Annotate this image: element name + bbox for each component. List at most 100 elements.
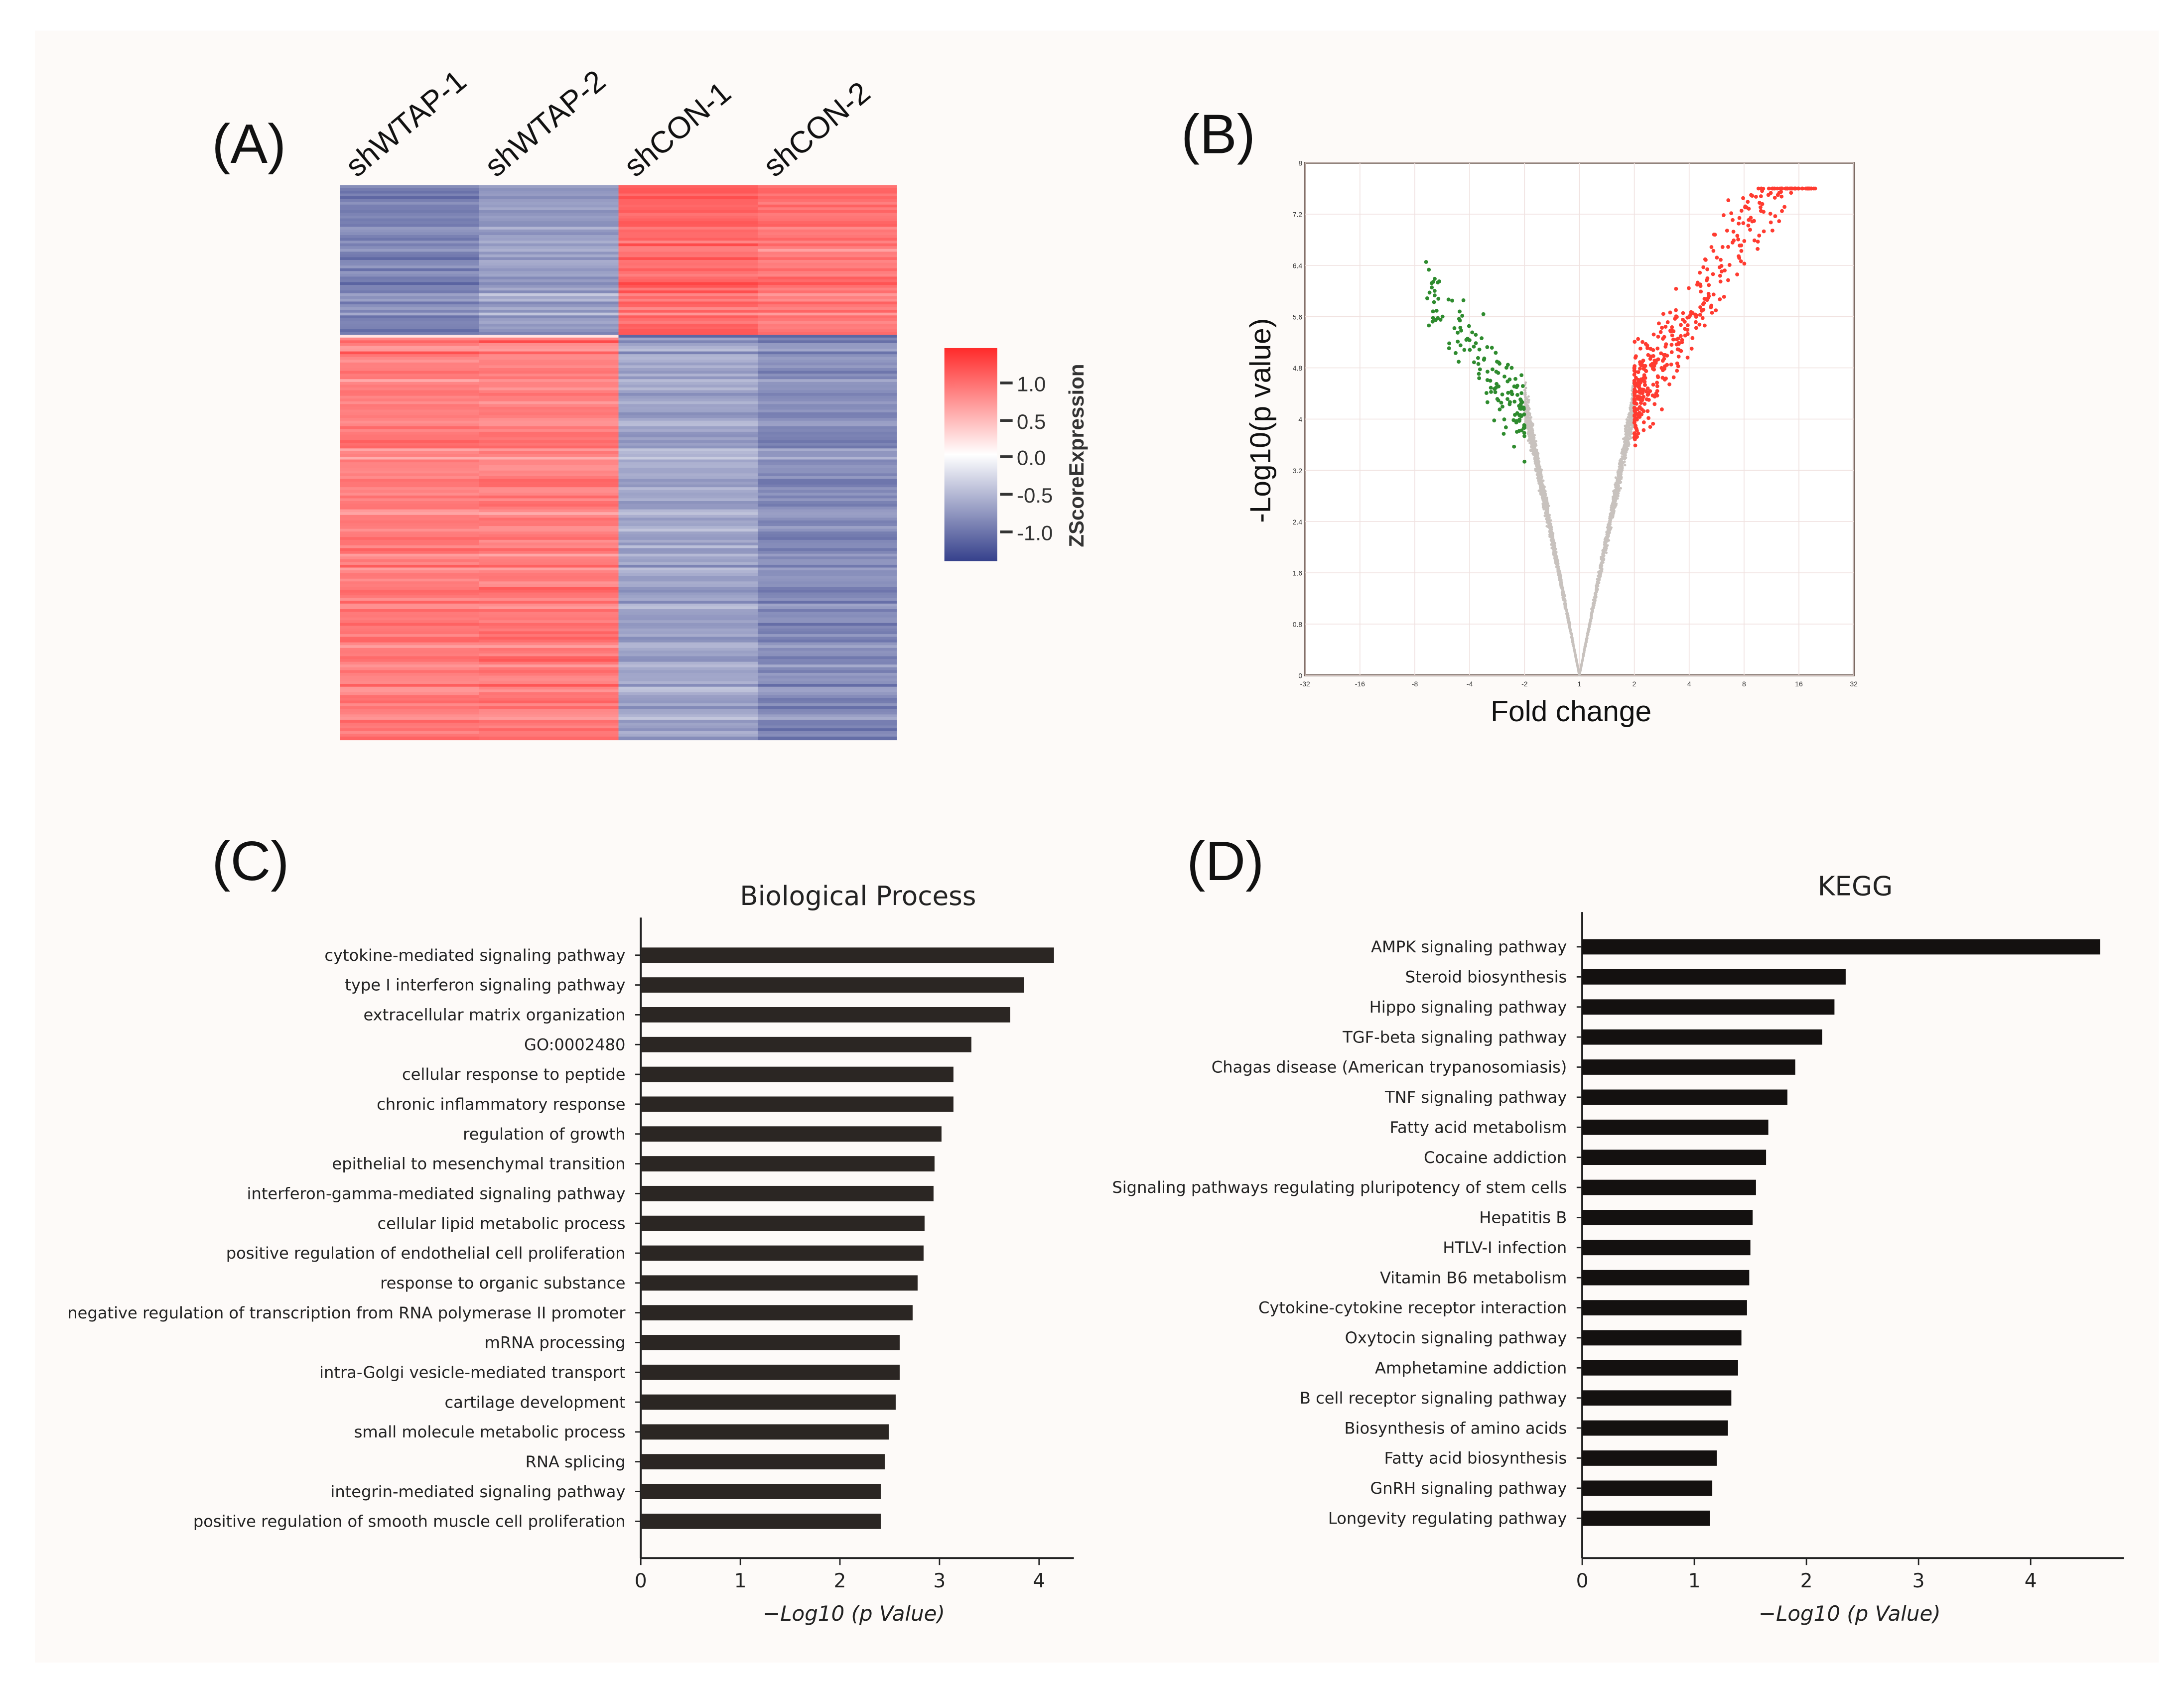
volcano-point-ns <box>1540 475 1543 478</box>
heatmap-cell <box>479 725 619 729</box>
heatmap-cell <box>758 587 897 591</box>
volcano-point-up <box>1759 205 1763 210</box>
volcano-point-up <box>1636 337 1640 341</box>
heatmap-cell <box>340 238 479 242</box>
heatmap-cell <box>758 468 897 472</box>
heatmap-cell <box>479 404 619 408</box>
heatmap-cell <box>758 670 897 674</box>
heatmap-cell <box>758 520 897 524</box>
heatmap-cell <box>479 213 619 217</box>
volcano-point-ns <box>1572 647 1576 650</box>
volcano-point-down <box>1517 404 1521 408</box>
volcano-point-ns <box>1548 526 1551 529</box>
volcano-point-up <box>1683 333 1687 338</box>
bar <box>641 977 1024 993</box>
volcano-point-up <box>1644 397 1649 401</box>
heatmap-cell <box>340 490 479 494</box>
volcano-point-down <box>1476 362 1481 366</box>
heatmap-cell <box>618 335 758 339</box>
volcano-point-ns <box>1542 488 1545 491</box>
heatmap-cell <box>479 254 619 259</box>
volcano-point-ns <box>1545 514 1548 517</box>
volcano-point-up <box>1689 310 1693 314</box>
heatmap-cell <box>618 523 758 527</box>
heatmap-cell <box>758 332 897 336</box>
volcano-point-up <box>1663 325 1668 329</box>
volcano-point-ns <box>1606 539 1609 542</box>
volcano-point-up <box>1783 186 1787 191</box>
heatmap-cell <box>340 221 479 225</box>
heatmap-cell <box>618 609 758 613</box>
volcano-point-up <box>1633 443 1638 448</box>
volcano-point-up <box>1662 357 1666 361</box>
heatmap-cell <box>479 656 619 660</box>
heatmap-cell <box>340 273 479 278</box>
heatmap-cell <box>618 689 758 693</box>
heatmap-cell <box>618 504 758 508</box>
volcano-point-down <box>1460 314 1465 318</box>
heatmap-cell <box>758 204 897 208</box>
volcano-point-up <box>1689 347 1694 351</box>
heatmap-cell <box>618 473 758 477</box>
heatmap-cell <box>758 601 897 605</box>
volcano-point-up <box>1760 202 1765 206</box>
heatmap-cell <box>479 437 619 441</box>
heatmap-cell <box>479 346 619 350</box>
heatmap-cell <box>618 598 758 602</box>
volcano-point-up <box>1680 338 1684 342</box>
bar-x-tick-label: 1 <box>1688 1570 1701 1592</box>
heatmap-cell <box>479 423 619 427</box>
volcano-point-ns <box>1556 569 1559 572</box>
heatmap-cell <box>758 606 897 610</box>
heatmap-cell <box>479 229 619 234</box>
heatmap-cell <box>479 634 619 638</box>
volcano-point-ns <box>1593 599 1596 602</box>
volcano-point-up <box>1634 426 1638 431</box>
volcano-point-ns <box>1606 531 1609 534</box>
volcano-point-down <box>1425 296 1429 300</box>
heatmap-cell <box>618 218 758 222</box>
heatmap-cell <box>618 415 758 419</box>
heatmap-cell <box>479 235 619 239</box>
panel-label-c: (C) <box>212 830 289 892</box>
volcano-point-down <box>1476 356 1480 360</box>
volcano-point-up <box>1660 376 1665 380</box>
heatmap-cell <box>758 360 897 364</box>
volcano-point-up <box>1714 308 1718 313</box>
volcano-point-ns <box>1617 469 1620 472</box>
volcano-point-up <box>1718 297 1722 301</box>
heatmap-cell <box>479 697 619 702</box>
heatmap-cell <box>758 326 897 330</box>
volcano-point-ns <box>1584 645 1587 648</box>
volcano-point-up <box>1718 273 1722 278</box>
volcano-point-up <box>1648 363 1653 367</box>
heatmap-cell <box>618 670 758 674</box>
bar-x-tick-label: 4 <box>2025 1570 2037 1592</box>
heatmap-cell <box>340 404 479 408</box>
volcano-point-ns <box>1600 555 1603 558</box>
volcano-point-up <box>1715 256 1719 260</box>
heatmap-cell <box>479 465 619 469</box>
bar-chart-kegg: KEGG AMPK signaling pathway Steroid biosyn… <box>1112 871 2124 1626</box>
volcano-point-ns <box>1545 518 1548 520</box>
volcano-point-down <box>1504 366 1508 370</box>
heatmap-cell <box>479 723 619 727</box>
heatmap-cell <box>479 193 619 197</box>
heatmap-cell <box>479 287 619 291</box>
volcano-plot: -32 -16 -8 -4 -2 1 2 4 8 16 32 0 0.8 1.6 2.4 3.2 4 4.8 5.6… <box>1244 159 1858 728</box>
heatmap-cell <box>479 573 619 577</box>
heatmap-cell <box>479 395 619 399</box>
heatmap-cell <box>758 254 897 259</box>
heatmap-cell <box>479 539 619 544</box>
heatmap-cell <box>758 504 897 508</box>
volcano-point-down <box>1432 293 1437 297</box>
heatmap-cell <box>758 626 897 630</box>
bar <box>1582 1360 1738 1376</box>
volcano-point-ns <box>1572 645 1575 647</box>
volcano-point-down <box>1519 399 1523 403</box>
heatmap-cell <box>340 445 479 449</box>
heatmap-cell <box>758 717 897 721</box>
bar-x-tick-label: 2 <box>1800 1570 1813 1592</box>
volcano-point-up <box>1702 323 1707 328</box>
heatmap-cell <box>618 371 758 375</box>
